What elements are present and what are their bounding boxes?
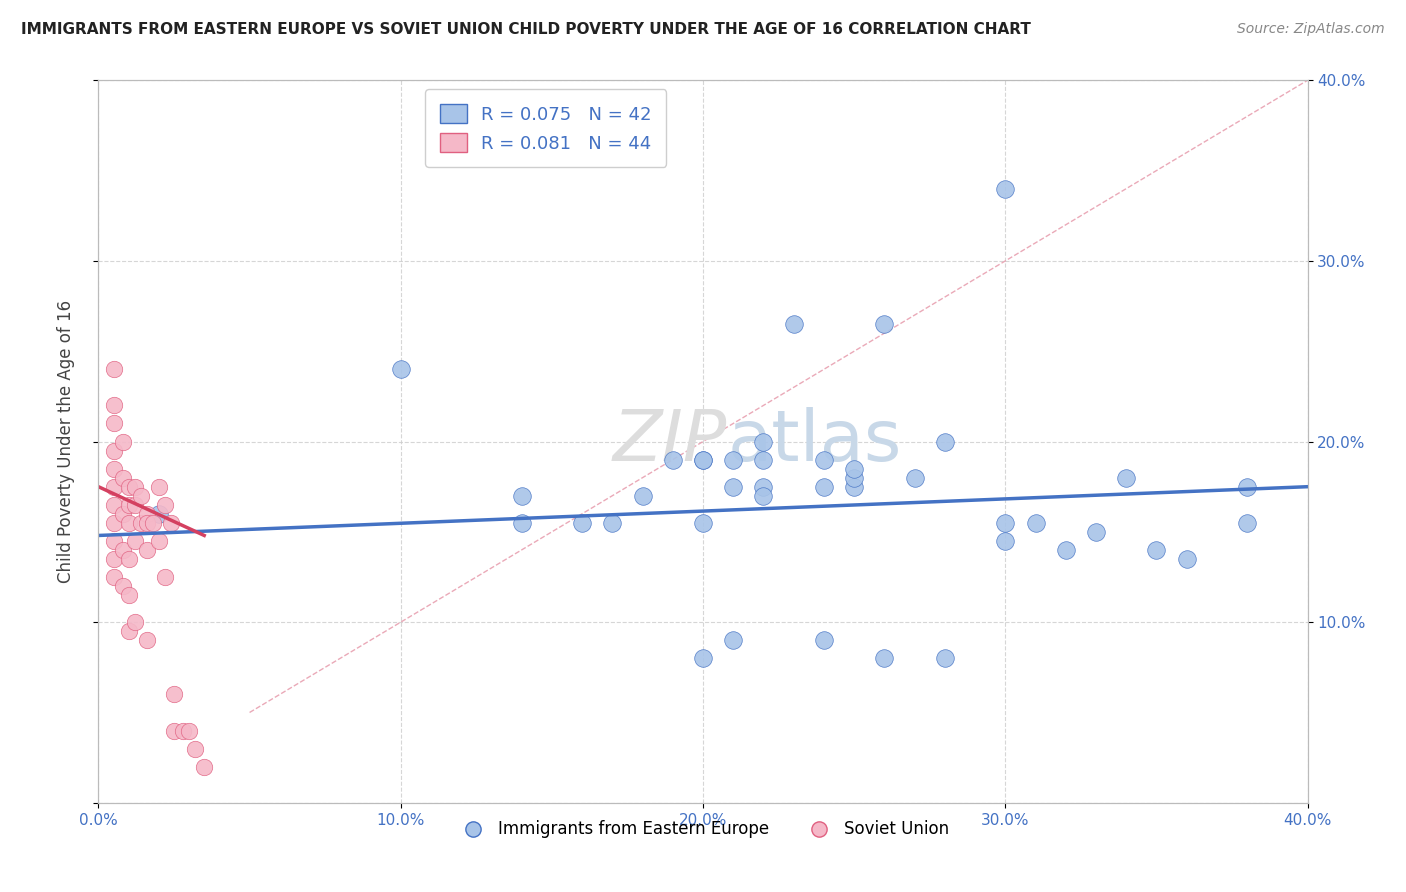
Point <box>1054 542 1077 557</box>
Point <box>752 452 775 467</box>
Point <box>661 452 683 467</box>
Point <box>510 516 533 530</box>
Point <box>111 434 134 449</box>
Point <box>994 516 1017 530</box>
Point <box>692 651 714 665</box>
Point <box>118 480 141 494</box>
Point <box>723 633 745 648</box>
Point <box>103 552 125 566</box>
Point <box>148 480 170 494</box>
Point <box>103 498 125 512</box>
Point <box>184 741 207 756</box>
Y-axis label: Child Poverty Under the Age of 16: Child Poverty Under the Age of 16 <box>56 300 75 583</box>
Point <box>1085 524 1108 539</box>
Point <box>153 570 176 584</box>
Point <box>172 723 194 738</box>
Point <box>873 651 896 665</box>
Point <box>103 443 125 458</box>
Point <box>904 471 927 485</box>
Point <box>135 542 157 557</box>
Point <box>692 452 714 467</box>
Point <box>103 533 125 548</box>
Point <box>602 516 624 530</box>
Point <box>783 317 806 331</box>
Point <box>844 471 866 485</box>
Point <box>934 651 956 665</box>
Point <box>179 723 201 738</box>
Point <box>118 516 141 530</box>
Point <box>124 615 146 630</box>
Point <box>118 498 141 512</box>
Point <box>124 498 146 512</box>
Point <box>813 480 835 494</box>
Point <box>111 471 134 485</box>
Legend: Immigrants from Eastern Europe, Soviet Union: Immigrants from Eastern Europe, Soviet U… <box>450 814 956 845</box>
Point <box>103 516 125 530</box>
Point <box>571 516 593 530</box>
Point <box>103 398 125 412</box>
Point <box>103 480 125 494</box>
Point <box>129 489 152 503</box>
Point <box>103 362 125 376</box>
Text: atlas: atlas <box>727 407 901 476</box>
Point <box>752 489 775 503</box>
Point <box>813 452 835 467</box>
Point <box>844 461 866 475</box>
Point <box>389 362 412 376</box>
Point <box>135 507 157 521</box>
Text: IMMIGRANTS FROM EASTERN EUROPE VS SOVIET UNION CHILD POVERTY UNDER THE AGE OF 16: IMMIGRANTS FROM EASTERN EUROPE VS SOVIET… <box>21 22 1031 37</box>
Point <box>160 516 183 530</box>
Point <box>1024 516 1046 530</box>
Text: ZIP: ZIP <box>613 407 727 476</box>
Point <box>135 516 157 530</box>
Point <box>103 417 125 431</box>
Point <box>163 723 186 738</box>
Point <box>934 434 956 449</box>
Point <box>148 507 170 521</box>
Point <box>873 317 896 331</box>
Point <box>111 507 134 521</box>
Point <box>752 480 775 494</box>
Point <box>723 452 745 467</box>
Point <box>1236 516 1258 530</box>
Point <box>153 498 176 512</box>
Point <box>142 516 165 530</box>
Point <box>111 542 134 557</box>
Point <box>692 516 714 530</box>
Point <box>813 633 835 648</box>
Point <box>631 489 654 503</box>
Point <box>193 760 215 774</box>
Point <box>723 480 745 494</box>
Point <box>129 516 152 530</box>
Point <box>994 533 1017 548</box>
Point <box>1236 480 1258 494</box>
Point <box>692 452 714 467</box>
Point <box>135 633 157 648</box>
Point <box>103 570 125 584</box>
Point <box>118 552 141 566</box>
Point <box>994 182 1017 196</box>
Point <box>124 480 146 494</box>
Point <box>111 579 134 593</box>
Point <box>163 687 186 701</box>
Point <box>1175 552 1198 566</box>
Point <box>752 434 775 449</box>
Point <box>118 588 141 602</box>
Point <box>124 533 146 548</box>
Point <box>510 489 533 503</box>
Point <box>1144 542 1167 557</box>
Point <box>844 480 866 494</box>
Point <box>148 533 170 548</box>
Point <box>1115 471 1137 485</box>
Text: Source: ZipAtlas.com: Source: ZipAtlas.com <box>1237 22 1385 37</box>
Point <box>103 461 125 475</box>
Point <box>118 624 141 639</box>
